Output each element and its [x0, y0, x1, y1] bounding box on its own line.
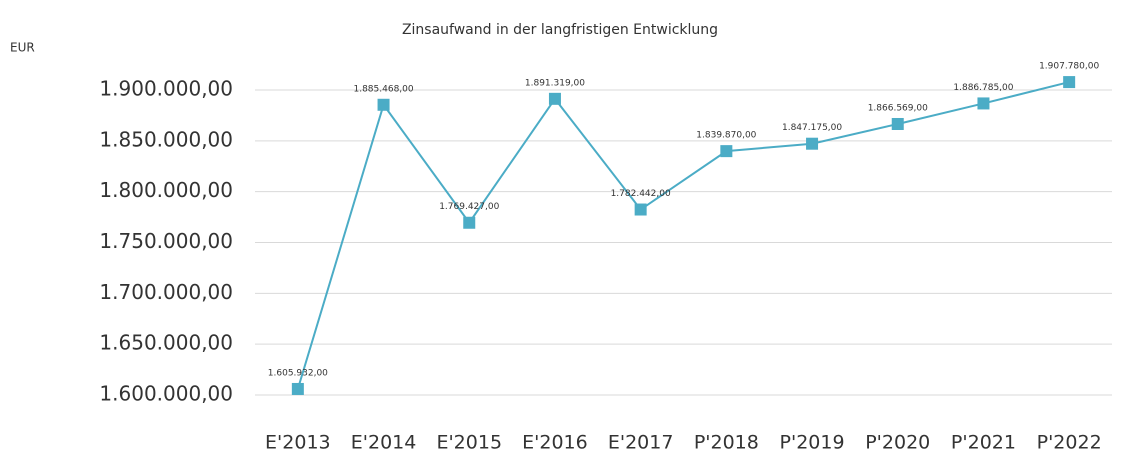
line — [296, 81, 1070, 390]
data-label: 1.847.175,00 — [782, 123, 842, 133]
x-tick-label: E'2013 — [265, 432, 331, 454]
x-tick-label: E'2016 — [522, 432, 588, 454]
chart-title: Zinsaufwand in der langfristigen Entwick… — [402, 22, 718, 38]
data-label: 1.885.468,00 — [353, 84, 413, 94]
x-tick-label: P'2020 — [865, 432, 930, 454]
marker — [1063, 76, 1076, 89]
y-tick-label: 1.900.000,00 — [99, 77, 233, 101]
x-tick-label: E'2014 — [351, 432, 417, 454]
marker — [548, 92, 561, 105]
marker — [291, 382, 304, 395]
data-label: 1.769.427,00 — [439, 202, 499, 212]
y-tick-label: 1.750.000,00 — [99, 229, 233, 253]
data-label: 1.907.780,00 — [1039, 62, 1099, 72]
marker — [977, 97, 990, 110]
data-label: 1.839.870,00 — [696, 131, 756, 141]
marker — [634, 203, 647, 216]
y-tick-label: 1.700.000,00 — [99, 280, 233, 304]
marker — [806, 137, 819, 150]
data-label: 1.605.932,00 — [268, 368, 328, 378]
y-tick-label: 1.850.000,00 — [99, 127, 233, 151]
x-tick-label: E'2015 — [436, 432, 502, 454]
y-tick-label: 1.800.000,00 — [99, 178, 233, 202]
y-tick-label: 1.600.000,00 — [99, 382, 233, 406]
x-tick-label: P'2018 — [694, 432, 759, 454]
x-tick-label: E'2017 — [608, 432, 674, 454]
x-tick-label: P'2022 — [1037, 432, 1102, 454]
marker — [720, 145, 733, 158]
marker — [463, 216, 476, 229]
y-axis-label: EUR — [10, 41, 35, 55]
marker — [891, 117, 904, 130]
data-label: 1.891.319,00 — [525, 78, 585, 88]
data-label: 1.782.442,00 — [611, 189, 671, 199]
x-tick-label: P'2019 — [780, 432, 845, 454]
marker — [377, 98, 390, 111]
y-tick-label: 1.650.000,00 — [99, 331, 233, 355]
data-label: 1.886.785,00 — [953, 83, 1013, 93]
data-label: 1.866.569,00 — [868, 103, 928, 113]
x-tick-label: P'2021 — [951, 432, 1016, 454]
